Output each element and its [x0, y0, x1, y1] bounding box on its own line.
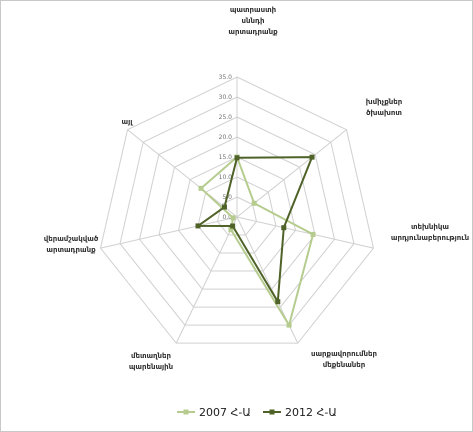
data-point	[281, 225, 287, 231]
legend-marker	[269, 409, 275, 415]
tick-label: 35.0	[219, 74, 233, 81]
data-point	[309, 154, 315, 160]
data-point	[195, 223, 201, 229]
grid-spoke	[175, 216, 238, 344]
tick-label: 25.0	[219, 114, 233, 121]
tick-label: 0.0	[222, 214, 232, 221]
legend-label: 2007 Հ-Ա	[199, 406, 251, 419]
category-labels: պատրաստի սննդի արտադրանք խմիչքներ ծխախոտ տեխն…	[44, 6, 469, 371]
tick-labels: 0.05.010.015.020.025.030.035.0	[219, 74, 233, 221]
grid-ring	[138, 116, 336, 308]
series-line	[197, 156, 314, 303]
legend-item: 2007 Հ-Ա	[177, 406, 251, 419]
tick-label: 10.0	[219, 174, 233, 181]
data-point	[221, 204, 227, 210]
category-label: այլ	[122, 118, 134, 126]
legend-marker	[183, 409, 189, 415]
data-point	[310, 231, 316, 237]
data-point	[251, 200, 257, 206]
series-1	[195, 154, 315, 305]
data-point	[275, 299, 281, 305]
grid-ring	[158, 136, 316, 290]
grid-ring	[177, 156, 297, 272]
data-point	[286, 322, 292, 328]
legend-item: 2012 Հ-Ա	[263, 406, 337, 419]
category-label: մետաղներ պարենային	[129, 352, 173, 371]
category-label: խմիչքներ ծխախոտ	[366, 98, 403, 117]
tick-label: 15.0	[219, 154, 233, 161]
grid-ring	[119, 96, 355, 326]
category-label: պատրաստի սննդի արտադրանք	[228, 6, 278, 36]
grid-spoke	[100, 216, 238, 249]
legend: 2007 Հ-Ա 2012 Հ-Ա	[177, 406, 337, 419]
series-line	[200, 156, 315, 327]
data-point	[198, 185, 204, 191]
grid	[99, 76, 375, 344]
data-point	[234, 155, 240, 161]
grid-ring	[99, 76, 375, 344]
series-0	[198, 154, 316, 328]
legend-label: 2012 Հ-Ա	[285, 406, 337, 419]
grid-spoke	[127, 129, 238, 218]
data-point	[230, 223, 236, 229]
data-point	[228, 227, 234, 233]
category-label: տեխնիկա արդյունաբերություն	[391, 223, 469, 242]
grid-ring	[197, 176, 277, 254]
grid-spoke	[236, 216, 374, 249]
series-layer	[195, 154, 316, 328]
category-label: սարքավորումներ մեքենաներ	[311, 350, 377, 369]
tick-label: 20.0	[219, 134, 233, 141]
tick-label: 30.0	[219, 94, 233, 101]
category-label: վերամշակված արտադրանք	[44, 235, 99, 254]
data-point	[230, 215, 236, 221]
